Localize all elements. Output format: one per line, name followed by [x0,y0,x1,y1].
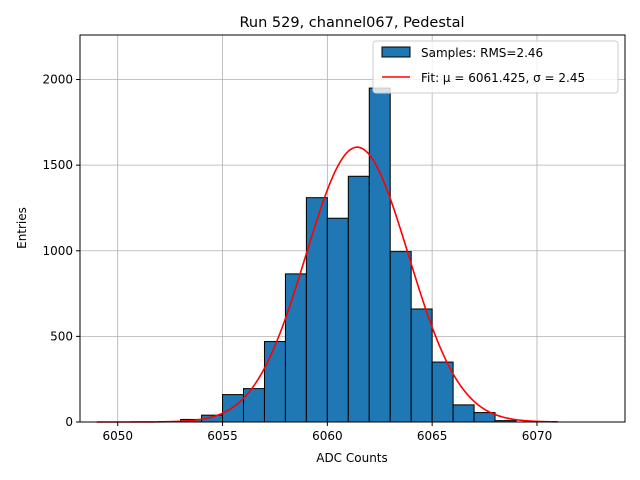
legend-fit-label: Fit: μ = 6061.425, σ = 2.45 [421,71,585,85]
y-tick-label: 500 [50,329,73,343]
histogram-bar [452,404,475,423]
legend-box [372,40,619,94]
histogram-bar [326,217,349,423]
x-tick-label: 6055 [207,429,238,443]
histogram-bars [180,87,517,423]
histogram-bar [222,394,245,423]
y-tick-label: 1000 [42,244,73,258]
x-axis-label: ADC Counts [316,451,388,465]
histogram-bar [389,251,412,423]
y-tick-label: 1500 [42,158,73,172]
y-tick-label: 2000 [42,73,73,87]
legend-samples-label: Samples: RMS=2.46 [421,46,543,60]
chart-title: Run 529, channel067, Pedestal [239,15,464,31]
x-tick-label: 6050 [102,429,133,443]
x-tick-label: 6060 [312,429,343,443]
y-tick-label: 0 [65,415,73,429]
histogram-bar [305,197,328,423]
axis-ticks: 6050 6055 6060 6065 6070 0 500 1000 1500 2000 [42,73,552,443]
histogram-bar [410,308,433,423]
x-tick-label: 6070 [522,429,553,443]
histogram-bar [368,87,391,423]
histogram-bar [284,273,307,423]
histogram-bar [431,361,454,423]
x-tick-label: 6065 [417,429,448,443]
legend-samples-patch [381,46,411,58]
y-axis-label: Entries [15,207,29,249]
plot-frame [79,34,626,423]
histogram-bar [263,341,286,423]
histogram-bar [243,388,265,423]
legend: Samples: RMS=2.46 Fit: μ = 6061.425, σ =… [372,40,619,94]
histogram-bar [347,175,370,423]
